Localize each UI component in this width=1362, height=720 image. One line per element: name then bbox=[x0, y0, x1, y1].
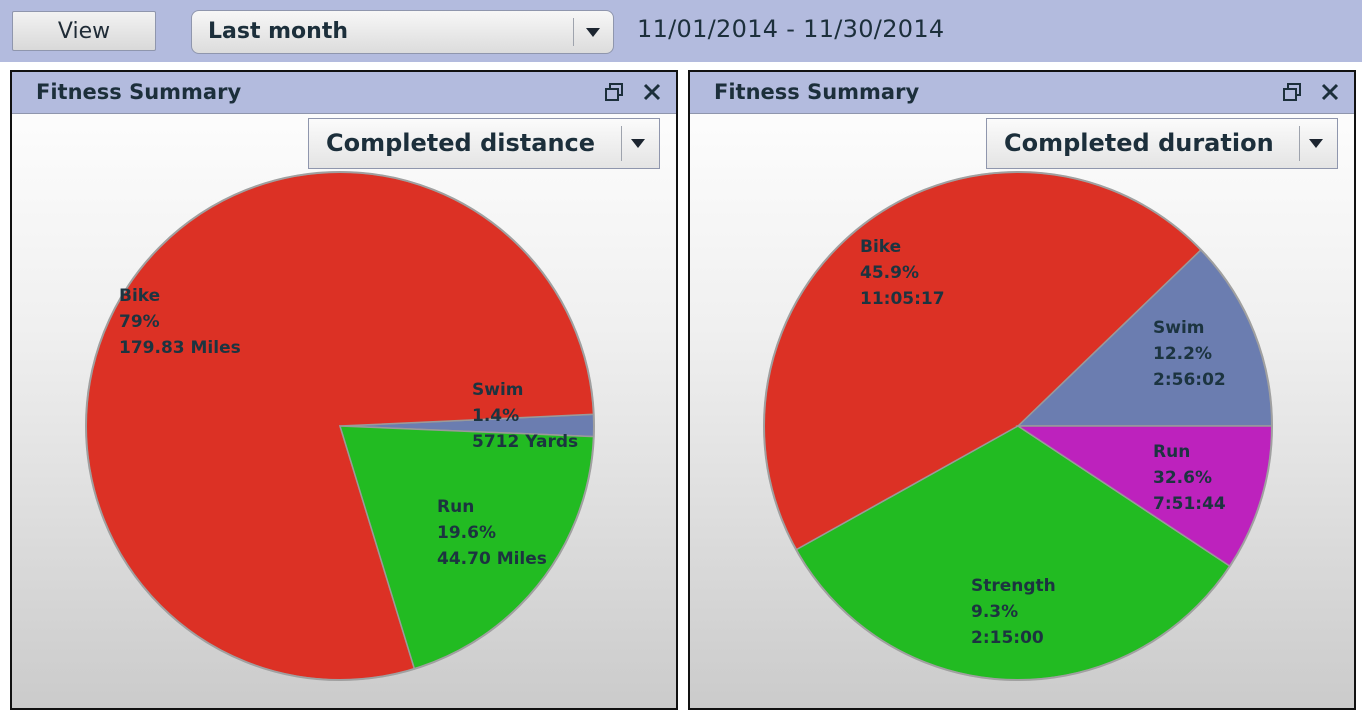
slice-value: 7:51:44 bbox=[1153, 494, 1226, 514]
slice-percent: 19.6% bbox=[437, 523, 496, 543]
chevron-down-icon[interactable] bbox=[586, 28, 600, 37]
metric-select-value: Completed distance bbox=[326, 129, 596, 157]
slice-value: 2:15:00 bbox=[971, 628, 1044, 648]
pie-rim bbox=[85, 171, 595, 681]
slice-percent: 79% bbox=[119, 312, 160, 332]
close-icon[interactable] bbox=[642, 82, 662, 102]
slice-name: Strength bbox=[971, 576, 1056, 596]
slice-label-swim: Swim 1.4% 5712 Yards bbox=[472, 380, 578, 452]
slice-percent: 9.3% bbox=[971, 602, 1018, 622]
slice-name: Bike bbox=[860, 237, 901, 257]
distance-pie-chart: Bike 79% 179.83 Miles Swim 1.4% 5712 Yards Run… bbox=[85, 171, 595, 681]
slice-name: Run bbox=[1153, 442, 1190, 462]
slice-label-bike: Bike 79% 179.83 Miles bbox=[119, 286, 241, 358]
metric-select[interactable]: Completed distance bbox=[308, 118, 660, 169]
slice-label-strength: Strength 9.3% 2:15:00 bbox=[971, 576, 1056, 648]
restore-window-icon[interactable] bbox=[604, 82, 624, 102]
select-divider bbox=[1299, 126, 1300, 161]
chevron-down-icon[interactable] bbox=[631, 139, 645, 148]
slice-label-bike: Bike 45.9% 11:05:17 bbox=[860, 237, 945, 309]
slice-value: 44.70 Miles bbox=[437, 549, 547, 569]
panel-header: Fitness Summary bbox=[690, 72, 1354, 114]
chevron-down-icon[interactable] bbox=[1309, 139, 1323, 148]
slice-percent: 45.9% bbox=[860, 263, 919, 283]
panel-title: Fitness Summary bbox=[36, 80, 242, 104]
slice-label-run: Run 19.6% 44.70 Miles bbox=[437, 497, 547, 569]
date-range-text: 11/01/2014 - 11/30/2014 bbox=[637, 15, 945, 43]
slice-value: 5712 Yards bbox=[472, 432, 578, 452]
slice-percent: 1.4% bbox=[472, 406, 519, 426]
panel-title: Fitness Summary bbox=[714, 80, 920, 104]
slice-percent: 12.2% bbox=[1153, 344, 1212, 364]
select-divider bbox=[573, 18, 574, 46]
duration-pie-chart: Bike 45.9% 11:05:17 Swim 12.2% 2:56:02 Strengt… bbox=[763, 171, 1273, 681]
close-icon[interactable] bbox=[1320, 82, 1340, 102]
panel-header: Fitness Summary bbox=[12, 72, 676, 114]
slice-name: Bike bbox=[119, 286, 160, 306]
fitness-summary-panel-distance: Fitness Summary Completed distance Bike 7… bbox=[10, 70, 678, 710]
slice-value: 11:05:17 bbox=[860, 289, 945, 309]
fitness-summary-panel-duration: Fitness Summary Completed duration Bike 4… bbox=[688, 70, 1356, 710]
pie-rim bbox=[763, 171, 1273, 681]
slice-value: 2:56:02 bbox=[1153, 370, 1226, 390]
slice-label-swim: Swim 12.2% 2:56:02 bbox=[1153, 318, 1226, 390]
restore-window-icon[interactable] bbox=[1282, 82, 1302, 102]
slice-percent: 32.6% bbox=[1153, 468, 1212, 488]
slice-label-run: Run 32.6% 7:51:44 bbox=[1153, 442, 1226, 514]
date-range-select-value: Last month bbox=[208, 19, 349, 44]
top-toolbar: View Last month 11/01/2014 - 11/30/2014 bbox=[0, 0, 1362, 62]
slice-value: 179.83 Miles bbox=[119, 338, 241, 358]
slice-name: Swim bbox=[1153, 318, 1205, 338]
slice-name: Swim bbox=[472, 380, 524, 400]
select-divider bbox=[621, 126, 622, 161]
metric-select[interactable]: Completed duration bbox=[986, 118, 1338, 169]
date-range-select[interactable]: Last month bbox=[191, 10, 614, 54]
metric-select-value: Completed duration bbox=[1004, 129, 1274, 157]
view-button[interactable]: View bbox=[12, 11, 156, 51]
slice-name: Run bbox=[437, 497, 474, 517]
